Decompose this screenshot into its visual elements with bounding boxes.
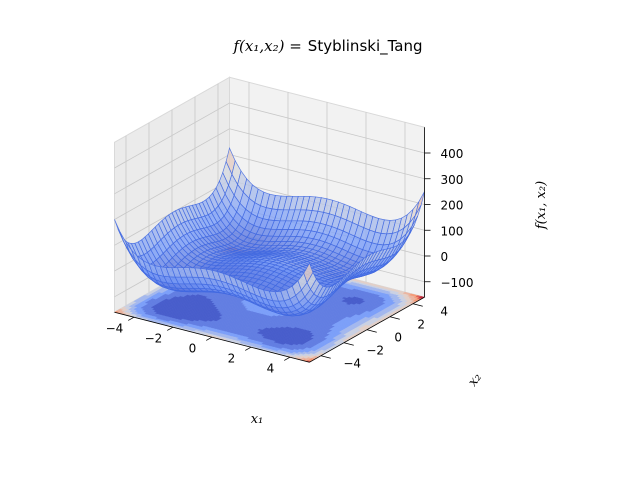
z-tick-label: 0 — [441, 250, 449, 264]
x-tick-mark — [284, 356, 291, 361]
z-tick-label: 300 — [441, 173, 464, 187]
x-tick-mark — [167, 326, 174, 331]
y-axis-label: x₂ — [465, 371, 484, 390]
y-tick-label: −2 — [366, 344, 384, 358]
x-tick-mark — [245, 346, 252, 351]
chart-title-prefix: f(x₁,x₂) = — [232, 37, 301, 55]
z-tick-label: 400 — [441, 147, 464, 161]
z-tick-label: 100 — [441, 224, 464, 238]
y-tick-mark — [343, 342, 354, 346]
x-axis-label: x₁ — [251, 412, 264, 427]
z-gridline — [114, 102, 425, 169]
z-axis-label: f(x₁, x₂) — [534, 181, 549, 230]
x-tick-label: −4 — [106, 321, 124, 335]
y-tick-mark — [366, 329, 377, 333]
y-tick-label: 0 — [394, 331, 402, 345]
x-tick-mark — [206, 336, 213, 341]
chart-title: f(x₁,x₂) = Styblinski_Tang — [232, 37, 422, 56]
x-tick-label: 4 — [267, 361, 275, 375]
x-tick-mark — [128, 316, 135, 321]
y-tick-mark — [412, 303, 423, 307]
z-tick-label: 200 — [441, 199, 464, 213]
y-tick-label: 2 — [417, 318, 425, 332]
z-gridline — [114, 128, 425, 195]
x-tick-label: 2 — [228, 351, 236, 365]
y-tick-label: −4 — [343, 357, 361, 371]
z-tick-label: −100 — [441, 276, 474, 290]
y-tick-mark — [320, 355, 331, 359]
chart-title-name: Styblinski_Tang — [308, 37, 423, 56]
y-tick-mark — [389, 316, 400, 320]
y-tick-label: 4 — [440, 305, 448, 319]
x-tick-label: 0 — [189, 341, 197, 355]
x-tick-label: −2 — [145, 331, 163, 345]
